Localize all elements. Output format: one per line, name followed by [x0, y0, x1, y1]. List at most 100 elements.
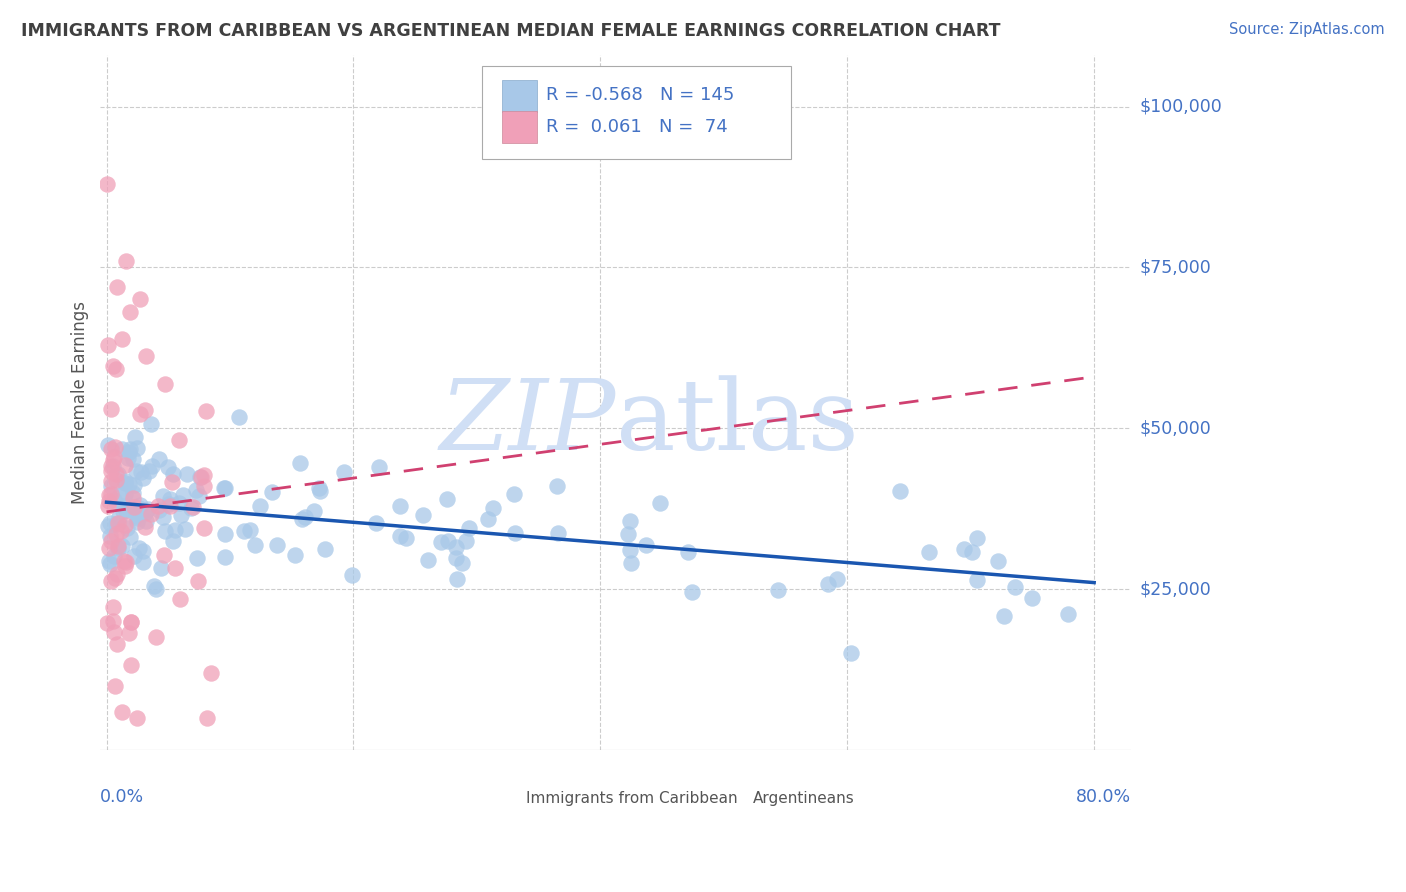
Point	[132, 471, 155, 485]
Point	[114, 476, 136, 491]
Point	[104, 473, 127, 487]
Text: IMMIGRANTS FROM CARIBBEAN VS ARGENTINEAN MEDIAN FEMALE EARNINGS CORRELATION CHAR: IMMIGRANTS FROM CARIBBEAN VS ARGENTINEAN…	[21, 22, 1001, 40]
Point	[111, 442, 134, 457]
Point	[104, 361, 127, 376]
Point	[108, 488, 131, 502]
Point	[214, 481, 236, 495]
Point	[200, 665, 222, 680]
Point	[162, 467, 184, 481]
Point	[100, 479, 122, 493]
Point	[437, 534, 460, 549]
Point	[170, 508, 193, 522]
Point	[105, 637, 128, 651]
Point	[112, 553, 135, 567]
Point	[190, 470, 212, 484]
Point	[118, 442, 141, 457]
Point	[188, 470, 211, 484]
Point	[110, 524, 132, 538]
Point	[96, 177, 118, 191]
Point	[108, 510, 131, 524]
Point	[167, 496, 190, 510]
Point	[114, 474, 136, 488]
Point	[98, 529, 121, 543]
Point	[141, 458, 163, 473]
Point	[103, 624, 125, 639]
Point	[98, 541, 121, 555]
Text: $75,000: $75,000	[1139, 259, 1212, 277]
Point	[120, 615, 142, 630]
Point	[134, 506, 156, 520]
Point	[135, 349, 157, 363]
Point	[155, 377, 177, 392]
Point	[105, 566, 128, 581]
Point	[111, 539, 134, 553]
Text: Argentineans: Argentineans	[752, 791, 855, 806]
Point	[120, 530, 142, 544]
Point	[444, 550, 467, 565]
Text: $50,000: $50,000	[1139, 419, 1212, 437]
Point	[193, 468, 215, 483]
Point	[125, 711, 148, 725]
Point	[128, 498, 150, 512]
Point	[367, 460, 389, 475]
Point	[141, 507, 163, 521]
Point	[97, 519, 120, 533]
Point	[112, 499, 135, 513]
Point	[477, 511, 499, 525]
Point	[160, 475, 183, 489]
Point	[114, 558, 136, 573]
Point	[1057, 607, 1080, 622]
Point	[135, 514, 157, 528]
Point	[165, 523, 187, 537]
Point	[138, 464, 160, 478]
Point	[152, 489, 174, 503]
Point	[308, 481, 330, 495]
Point	[103, 549, 125, 564]
Point	[139, 417, 162, 431]
Point	[451, 556, 474, 570]
Point	[111, 705, 134, 719]
Point	[960, 544, 983, 558]
Point	[454, 533, 477, 548]
Point	[243, 538, 266, 552]
Point	[290, 456, 312, 470]
Point	[918, 545, 941, 559]
Point	[167, 433, 190, 447]
Point	[100, 464, 122, 478]
Point	[101, 359, 124, 374]
Point	[249, 499, 271, 513]
Point	[122, 491, 145, 505]
Point	[128, 541, 150, 555]
Point	[107, 541, 129, 555]
Point	[114, 458, 136, 472]
Point	[502, 487, 524, 501]
Point	[142, 579, 165, 593]
Point	[169, 592, 191, 607]
Point	[121, 451, 143, 466]
Point	[768, 583, 790, 598]
Point	[195, 404, 218, 418]
Point	[118, 445, 141, 459]
Point	[136, 501, 159, 516]
Point	[159, 499, 181, 513]
Point	[145, 630, 167, 644]
Point	[412, 508, 434, 523]
Point	[162, 534, 184, 549]
Point	[547, 526, 569, 541]
Point	[114, 487, 136, 501]
Point	[100, 486, 122, 500]
Point	[503, 525, 526, 540]
Point	[187, 574, 209, 589]
Point	[180, 500, 202, 515]
Point	[122, 549, 145, 564]
Point	[228, 409, 250, 424]
Point	[115, 254, 138, 268]
Point	[266, 538, 288, 552]
Point	[430, 535, 453, 549]
Point	[103, 450, 125, 465]
Point	[118, 477, 141, 491]
Point	[395, 531, 418, 545]
Point	[127, 511, 149, 525]
Point	[104, 571, 127, 585]
Point	[181, 500, 204, 515]
